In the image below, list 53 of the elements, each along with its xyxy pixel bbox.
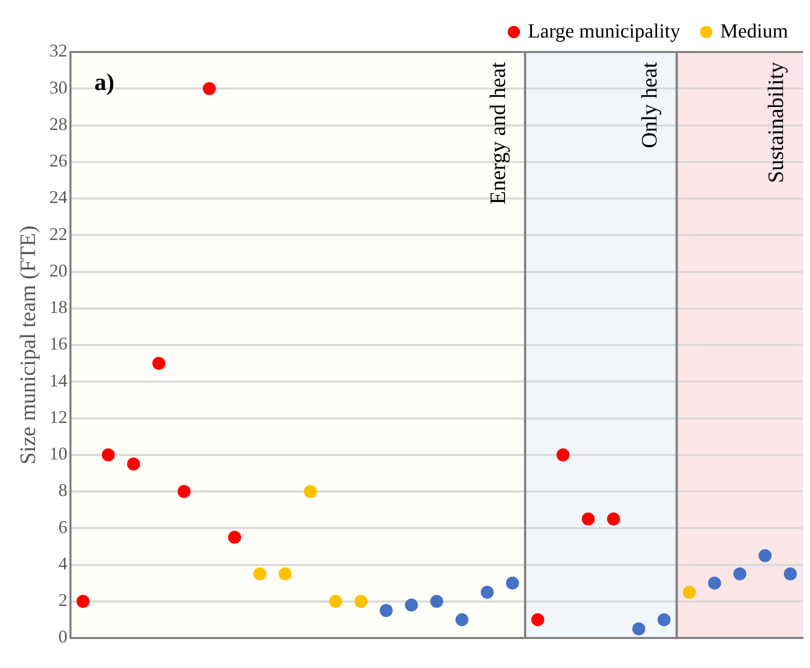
point <box>506 576 519 590</box>
point <box>556 448 570 462</box>
y-tick-label: 10 <box>49 444 68 464</box>
point <box>784 567 797 580</box>
point <box>304 485 317 498</box>
point <box>733 567 746 580</box>
point <box>178 485 191 498</box>
point <box>404 598 418 612</box>
y-tick-label: 32 <box>49 40 68 61</box>
point <box>278 567 292 580</box>
y-tick-label: 12 <box>49 406 68 427</box>
y-tick-label: 4 <box>58 553 68 574</box>
y-tick-label: 6 <box>58 516 68 537</box>
point <box>127 458 140 471</box>
point <box>253 567 266 580</box>
y-axis-title: Size municipal team (FTE) <box>14 226 40 464</box>
point <box>430 594 444 608</box>
annotation: Energy and heat <box>484 62 510 205</box>
point <box>152 356 166 370</box>
y-tick-label: 28 <box>49 114 68 134</box>
point <box>708 576 722 590</box>
point <box>607 512 620 526</box>
point <box>329 594 342 608</box>
point <box>582 512 595 526</box>
legend-label: Medium <box>720 20 788 42</box>
point <box>682 586 696 599</box>
y-tick-label: 16 <box>49 334 68 354</box>
point <box>632 622 646 636</box>
y-tick-label: 30 <box>49 77 68 98</box>
y-tick-label: 20 <box>49 260 68 280</box>
point <box>354 594 368 608</box>
y-tick-label: 24 <box>49 187 68 208</box>
point <box>76 594 90 608</box>
point <box>531 613 544 626</box>
point <box>228 530 242 544</box>
y-tick-label: 22 <box>49 224 68 244</box>
annotation: Sustainability <box>762 62 788 183</box>
y-tick-label: 0 <box>58 626 68 647</box>
legend-label: Large municipality <box>528 20 680 42</box>
point <box>758 549 772 562</box>
point <box>102 448 115 462</box>
point <box>380 604 393 618</box>
y-tick-label: 14 <box>49 370 68 390</box>
point <box>202 82 216 96</box>
point <box>480 586 494 599</box>
point <box>455 613 468 626</box>
annotation: Only heat <box>636 62 662 148</box>
y-tick-label: 8 <box>58 480 68 500</box>
annotation: a) <box>94 70 114 96</box>
point <box>658 613 671 626</box>
y-tick-label: 18 <box>49 297 68 318</box>
y-tick-label: 26 <box>49 150 68 171</box>
y-tick-label: 2 <box>58 590 68 610</box>
